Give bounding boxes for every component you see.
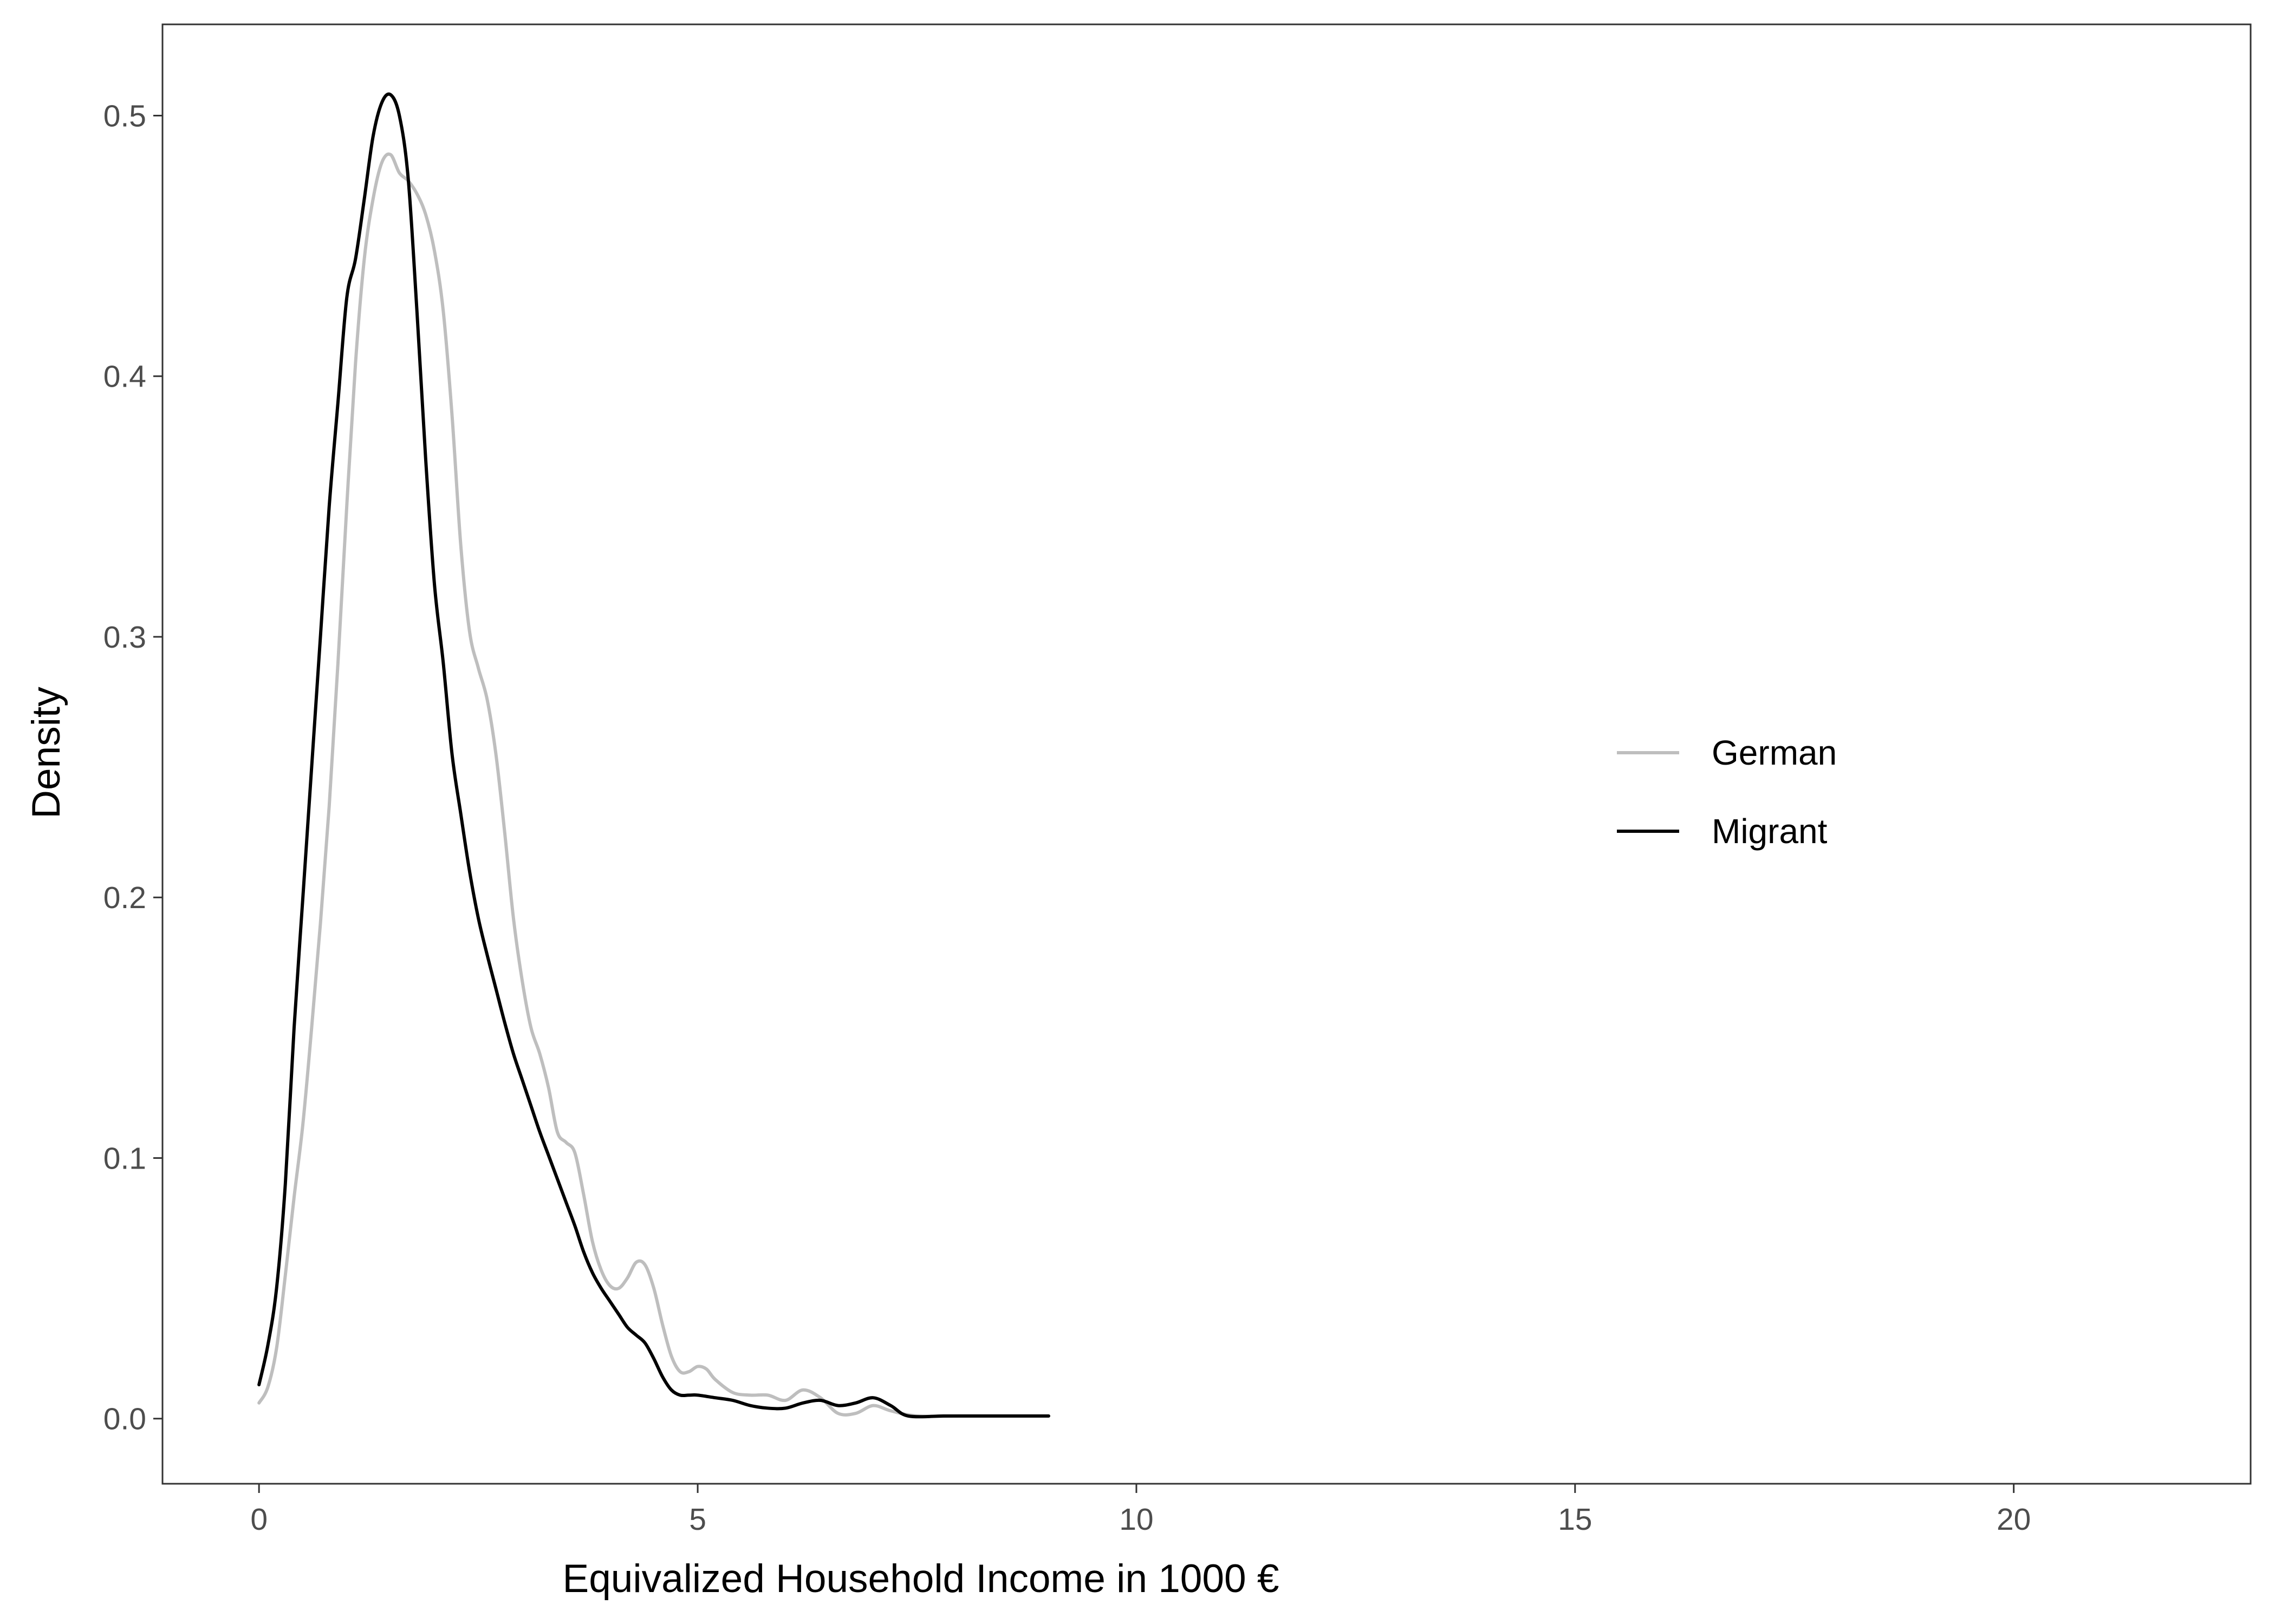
legend-label-german: German <box>1712 733 1837 772</box>
x-tick-label: 0 <box>250 1502 268 1537</box>
y-tick-label: 0.3 <box>103 620 146 655</box>
x-tick-label: 5 <box>689 1502 706 1537</box>
x-tick-label: 10 <box>1119 1502 1153 1537</box>
x-tick-label: 20 <box>1997 1502 2031 1537</box>
plot-panel <box>161 23 2252 1485</box>
y-tick-label: 0.5 <box>103 99 146 133</box>
y-axis: 0.0 0.1 0.2 0.3 0.4 0.5 <box>103 99 162 1437</box>
x-axis-title: Equivalized Household Income in 1000 € <box>563 1557 1279 1601</box>
legend-label-migrant: Migrant <box>1712 812 1828 851</box>
x-axis: 0 5 10 15 20 <box>250 1484 2031 1537</box>
x-tick-label: 15 <box>1558 1502 1592 1537</box>
y-tick-label: 0.4 <box>103 360 146 394</box>
y-tick-label: 0.2 <box>103 881 146 915</box>
legend: German Migrant <box>1617 733 1837 851</box>
y-tick-label: 0.0 <box>103 1402 146 1437</box>
series-line-german <box>257 152 1050 1418</box>
y-tick-label: 0.1 <box>103 1141 146 1176</box>
series-layer <box>257 92 1050 1419</box>
series-line-migrant <box>257 92 1050 1419</box>
y-axis-title: Density <box>24 687 68 819</box>
